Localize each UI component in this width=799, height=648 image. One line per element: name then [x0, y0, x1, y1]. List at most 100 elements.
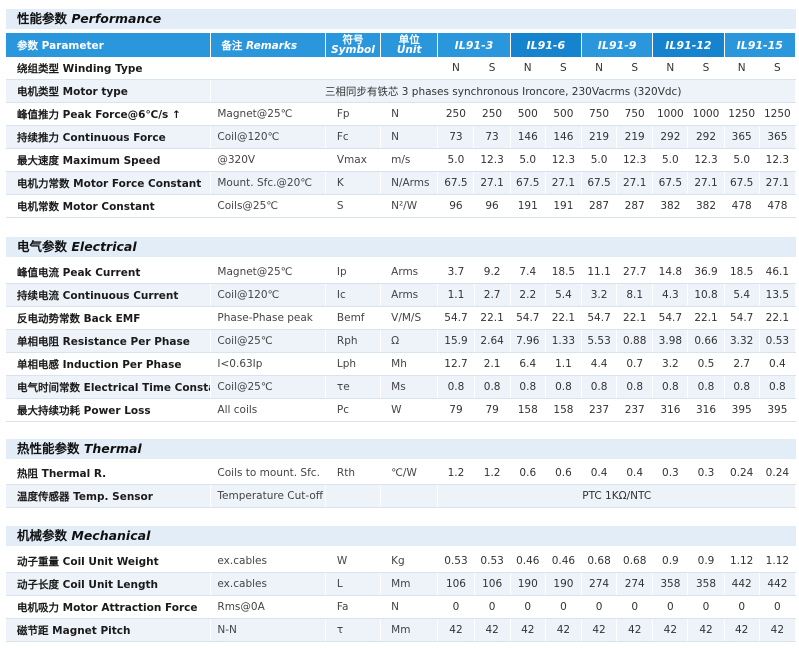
value-cell: 0.66 [687, 329, 725, 353]
remark: All coils [210, 398, 326, 422]
remark: Coil@120℃ [210, 283, 326, 307]
unit: N [380, 125, 439, 149]
remark: Coils to mount. Sfc. [210, 462, 326, 485]
value-cell: 10.8 [687, 283, 725, 307]
winding-cell: S [473, 57, 511, 80]
value-cell: 0 [580, 595, 618, 619]
value-cell: 42 [723, 618, 760, 642]
winding-cell: N [580, 57, 618, 80]
value-cell: 5.53 [580, 329, 618, 353]
table-row: 动子长度 Coil Unit Length ex.cables L Mm 106 106 1… [6, 572, 797, 596]
winding-cell: S [758, 57, 797, 80]
param-name: 电机力常数 Motor Force Constant [6, 171, 212, 195]
value-cell: 11.1 [580, 261, 618, 284]
value-cell: 0.6 [544, 462, 583, 485]
value-cell: 0.6 [509, 462, 546, 485]
remark: ex.cables [210, 550, 326, 573]
remark: I<0.63Ip [210, 352, 326, 376]
table-row: 温度传感器 Temp. Sensor Temperature Cut-off PTC… [6, 484, 796, 508]
value-cell: 1000 [687, 102, 725, 126]
value-cell: 250 [437, 102, 475, 126]
value-cell: 190 [544, 572, 583, 596]
symbol: Rph [325, 329, 382, 353]
value-cell: 15.9 [437, 329, 475, 353]
value-cell: 0.8 [652, 375, 689, 399]
table-row: 动子重量 Coil Unit Weight ex.cables W Kg 0.53 0.5… [6, 550, 797, 573]
param-name: 动子重量 Coil Unit Weight [6, 550, 212, 573]
value-cell: 42 [544, 618, 583, 642]
value-cell: 4.3 [652, 283, 689, 307]
value-cell: 5.0 [652, 148, 689, 172]
value-cell: 27.1 [687, 171, 725, 195]
header-model: IL91-9 [581, 33, 654, 57]
value-cell: 12.7 [437, 352, 475, 376]
value-cell: 358 [652, 572, 689, 596]
value-cell: 395 [758, 398, 797, 422]
symbol: S [325, 194, 382, 218]
value-cell: 0.4 [616, 462, 654, 485]
value-cell: 0.7 [616, 352, 654, 376]
param-name: 峰值推力 Peak Force@6℃/s ↑ [6, 102, 212, 126]
param-name: 电机类型 Motor type [6, 79, 212, 103]
unit: Kg [380, 550, 439, 573]
value-cell: 14.8 [652, 261, 689, 284]
param-name: 热阻 Thermal R. [6, 462, 212, 485]
table-row: 反电动势常数 Back EMF Phase-Phase peak Bemf V/M/S… [6, 306, 797, 330]
unit: Mm [380, 618, 439, 642]
value-cell: 190 [509, 572, 546, 596]
section-title-en: Mechanical [71, 528, 151, 543]
table-row: 磁节距 Magnet Pitch N-N τ Mm 42 42 42 42 42 42 42 42 42… [6, 618, 797, 642]
value-cell: 42 [687, 618, 725, 642]
unit: N [380, 102, 439, 126]
value-cell: 0.5 [687, 352, 725, 376]
value-cell: 22.1 [473, 306, 511, 330]
value-cell: 5.0 [437, 148, 475, 172]
value-cell: 3.32 [723, 329, 760, 353]
sensor-value: PTC 1KΩ/NTC [437, 484, 796, 508]
value-cell: 12.3 [616, 148, 654, 172]
mechanical-table: 动子重量 Coil Unit Weight ex.cables W Kg 0.53 0.5… [6, 550, 797, 642]
header-unit: 单位 Unit [380, 33, 439, 57]
value-cell: 0 [723, 595, 760, 619]
header-model: IL91-6 [510, 33, 582, 57]
value-cell: 287 [580, 194, 618, 218]
performance-table: 参数 Parameter 备注 Remarks 符号 Symbol 单位 Unit … [6, 33, 797, 218]
remark: Coil@25℃ [210, 375, 326, 399]
section-title-en: Thermal [83, 441, 142, 456]
value-cell: 22.1 [544, 306, 583, 330]
value-cell: 750 [580, 102, 618, 126]
value-cell: 4.4 [580, 352, 618, 376]
remark: Rms@0A [210, 595, 326, 619]
value-cell: 0.68 [580, 550, 618, 573]
header-model: IL91-12 [652, 33, 725, 57]
value-cell: 0.8 [723, 375, 760, 399]
value-cell: 27.1 [473, 171, 511, 195]
value-cell: 0 [687, 595, 725, 619]
value-cell: 42 [652, 618, 689, 642]
value-cell: 1.2 [473, 462, 511, 485]
value-cell: 1.2 [437, 462, 475, 485]
winding-cell: S [616, 57, 654, 80]
value-cell: 67.5 [437, 171, 475, 195]
section-title-electrical: 电气参数 Electrical [6, 237, 796, 257]
table-row: 峰值推力 Peak Force@6℃/s ↑ Magnet@25℃ Fp N 250 25… [6, 102, 797, 126]
value-cell: 358 [687, 572, 725, 596]
param-name: 反电动势常数 Back EMF [6, 306, 212, 330]
value-cell: 106 [437, 572, 475, 596]
value-cell: 274 [616, 572, 654, 596]
value-cell: 478 [758, 194, 797, 218]
value-cell: 191 [509, 194, 546, 218]
param-name: 单相电感 Induction Per Phase [6, 352, 212, 376]
remark: Coils@25℃ [210, 194, 326, 218]
value-cell: 22.1 [687, 306, 725, 330]
value-cell: 0 [616, 595, 654, 619]
value-cell: 0.8 [758, 375, 797, 399]
value-cell: 292 [652, 125, 689, 149]
symbol: Fp [325, 102, 382, 126]
value-cell: 146 [544, 125, 582, 149]
symbol: Fc [325, 125, 382, 149]
param-name: 电气时间常数 Electrical Time Constant [6, 375, 212, 399]
value-cell: 5.0 [509, 148, 546, 172]
symbol [325, 484, 382, 508]
value-cell: 1.1 [544, 352, 583, 376]
